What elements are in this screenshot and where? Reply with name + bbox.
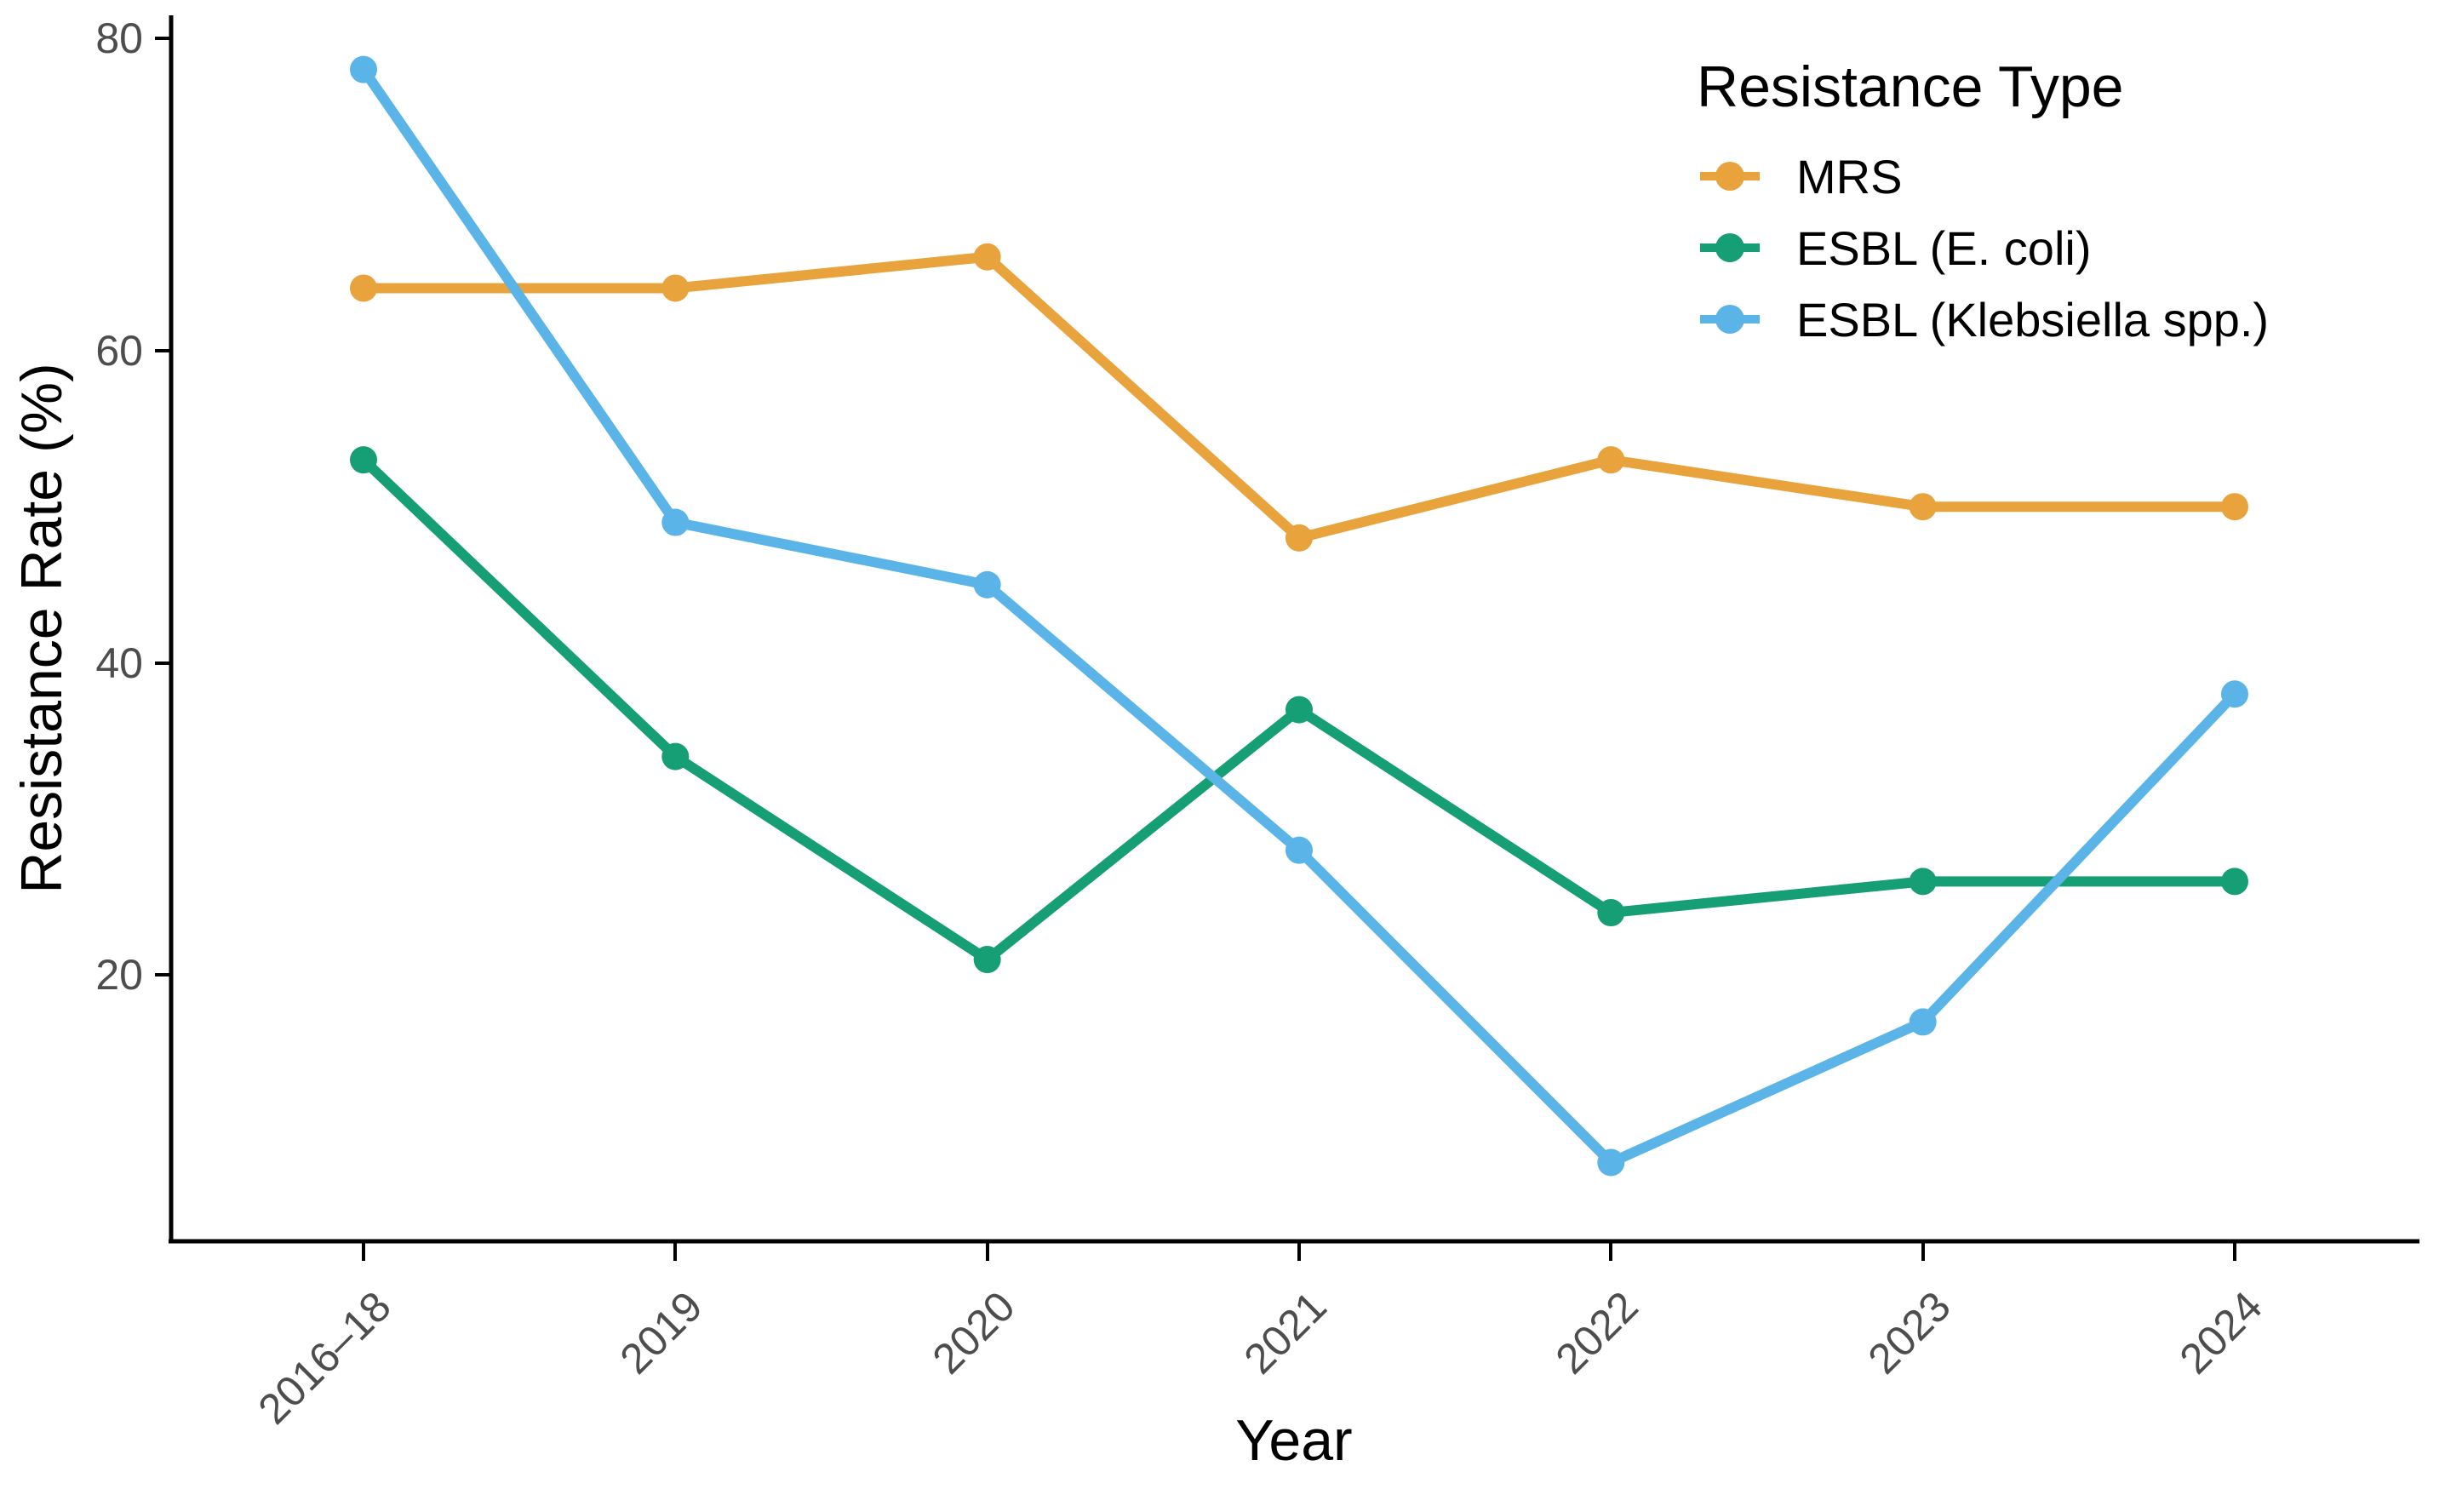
y-tick-label-40: 40	[95, 639, 143, 687]
y-tick-label-20: 20	[95, 951, 143, 999]
data-point-series2-0	[350, 55, 377, 83]
x-tick-label-2024: 2024	[2171, 1282, 2271, 1383]
y-axis-ticks	[155, 37, 171, 976]
legend: Resistance Type MRS ESBL (E. coli) ESBL …	[1697, 54, 2269, 346]
data-point-series1-5	[1909, 868, 1937, 896]
data-point-series1-3	[1285, 696, 1313, 724]
legend-key-point-mrs	[1715, 162, 1744, 191]
data-point-series1-2	[973, 946, 1001, 974]
data-point-series0-4	[1597, 446, 1625, 474]
data-point-series0-0	[350, 274, 377, 302]
x-axis-title: Year	[1235, 1408, 1352, 1473]
data-point-series1-6	[2220, 868, 2248, 896]
x-tick-label-2022: 2022	[1547, 1282, 1647, 1383]
y-tick-label-80: 80	[95, 14, 143, 62]
y-axis-title: Resistance Rate (%)	[9, 363, 74, 894]
data-point-series1-4	[1597, 899, 1625, 927]
legend-key-point-esbl-klebsiella	[1715, 305, 1744, 334]
legend-item-mrs: MRS	[1700, 150, 1902, 203]
x-tick-label-2016-18: 2016–18	[249, 1282, 400, 1433]
legend-title: Resistance Type	[1697, 54, 2123, 119]
data-point-series2-1	[661, 508, 690, 536]
y-tick-label-60: 60	[95, 327, 143, 375]
data-point-series2-5	[1909, 1008, 1937, 1036]
data-point-series0-5	[1909, 493, 1937, 521]
data-point-series0-1	[661, 274, 690, 302]
data-point-series0-6	[2220, 493, 2248, 521]
data-point-series0-3	[1285, 524, 1313, 552]
legend-label-mrs: MRS	[1796, 150, 1902, 203]
data-point-series2-2	[973, 570, 1001, 598]
x-tick-label-2020: 2020	[924, 1282, 1024, 1383]
x-tick-label-2019: 2019	[611, 1282, 712, 1383]
legend-label-esbl-klebsiella: ESBL (Klebsiella spp.)	[1796, 293, 2269, 346]
data-point-series0-2	[973, 243, 1001, 271]
x-tick-label-2023: 2023	[1859, 1282, 1960, 1383]
y-axis-tick-labels: 80 60 40 20	[95, 14, 143, 999]
data-point-series2-3	[1285, 836, 1313, 864]
legend-key-point-esbl-ecoli	[1715, 233, 1744, 262]
x-axis-ticks	[362, 1241, 2236, 1261]
legend-label-esbl-ecoli: ESBL (E. coli)	[1796, 221, 2091, 275]
legend-item-esbl-klebsiella: ESBL (Klebsiella spp.)	[1700, 293, 2269, 346]
legend-item-esbl-ecoli: ESBL (E. coli)	[1700, 221, 2091, 275]
data-point-series2-4	[1597, 1148, 1625, 1177]
x-tick-label-2021: 2021	[1235, 1282, 1336, 1383]
data-point-series1-0	[350, 446, 377, 474]
data-point-series1-1	[661, 742, 690, 770]
series-layer	[350, 55, 2248, 1177]
data-point-series2-6	[2220, 680, 2248, 708]
